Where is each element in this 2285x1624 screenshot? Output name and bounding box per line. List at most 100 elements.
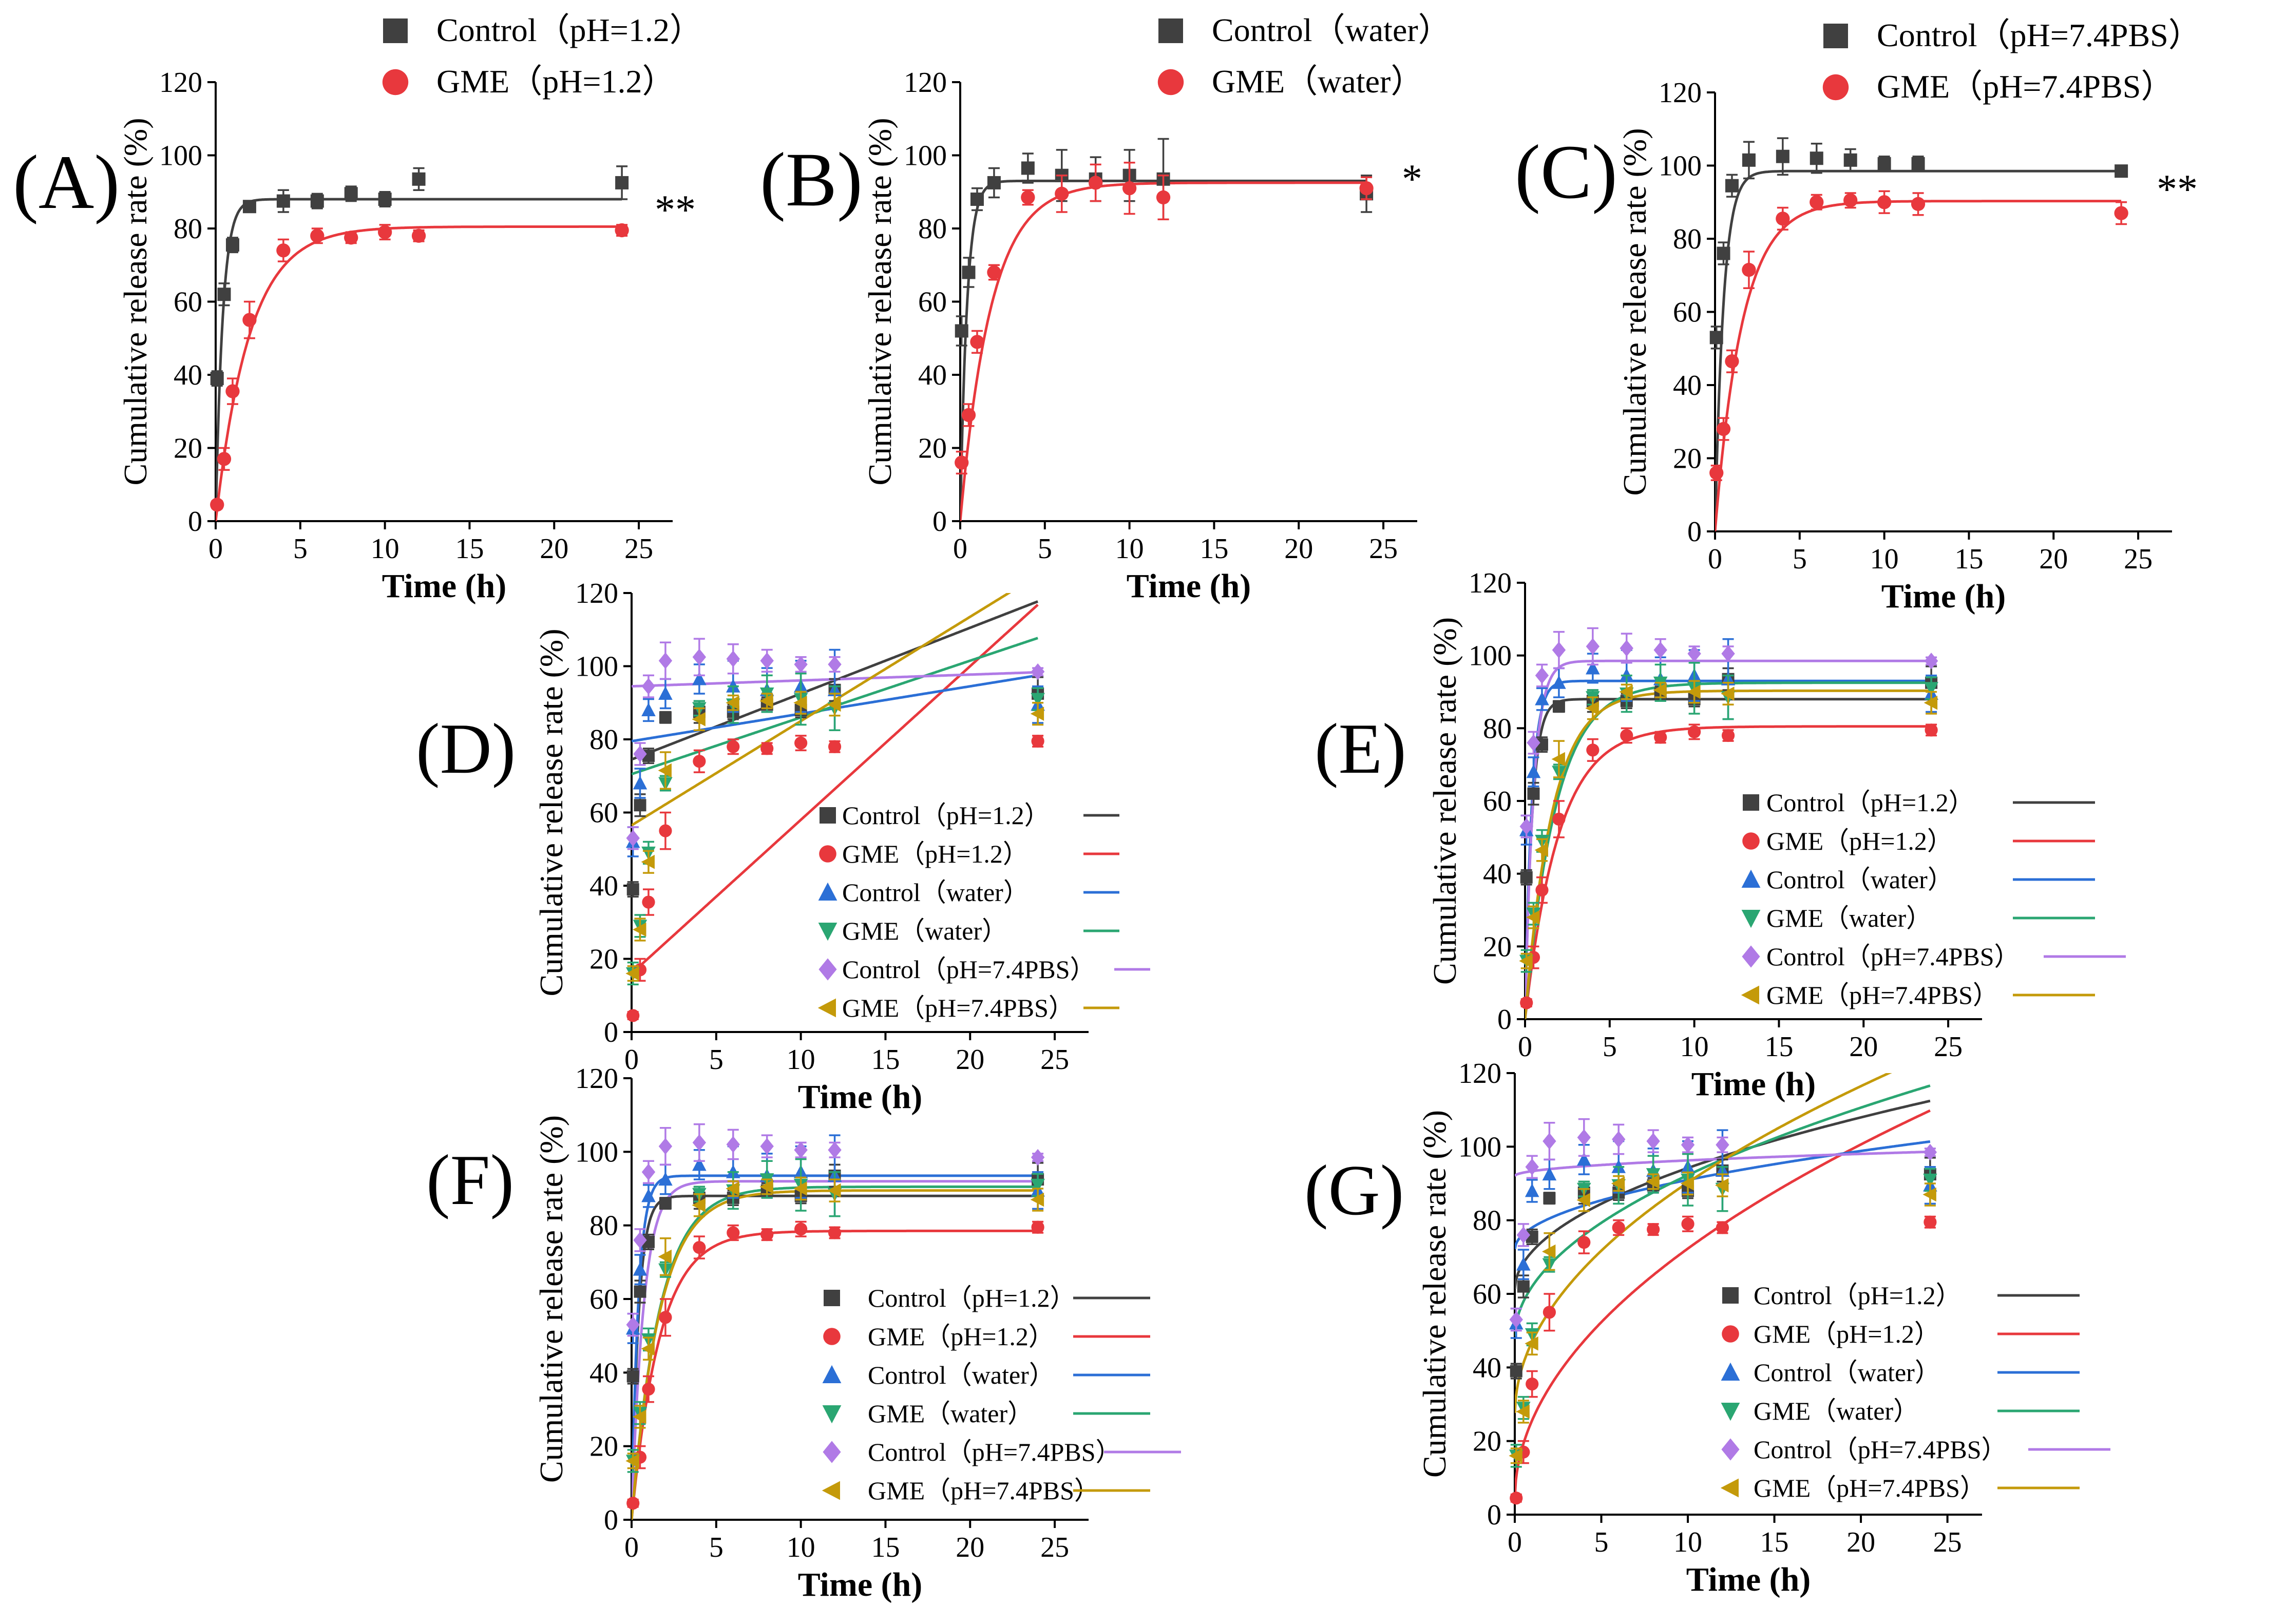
data-point (641, 1163, 656, 1180)
data-point (2115, 164, 2128, 178)
x-tick-label: 25 (1934, 1031, 1963, 1063)
data-point (1810, 195, 1824, 209)
x-tick-label: 5 (1038, 533, 1052, 565)
y-tick-label: 40 (1483, 858, 1512, 890)
legend-marker (1742, 945, 1760, 968)
data-point (970, 193, 984, 206)
legend-marker (823, 1328, 841, 1345)
legend-marker (822, 1481, 840, 1500)
y-tick-label: 0 (1687, 516, 1702, 548)
data-point (658, 763, 672, 778)
data-point (1031, 663, 1045, 680)
data-point (1542, 1167, 1557, 1181)
y-tick-label: 100 (904, 140, 947, 172)
legend-label: GME（pH=7.4PBS） (868, 1476, 1100, 1505)
data-point (827, 1183, 841, 1198)
data-point (1923, 1173, 1937, 1188)
data-point (217, 288, 231, 301)
legend-label: Control（water） (1212, 12, 1451, 48)
data-series (626, 734, 1044, 1022)
y-tick-label: 40 (589, 1357, 618, 1389)
data-point (1924, 682, 1938, 696)
x-axis-title: Time (h) (1691, 1065, 1816, 1103)
data-point (1552, 641, 1566, 659)
data-point (962, 265, 976, 279)
data-point (1122, 181, 1137, 196)
data-point (828, 1141, 842, 1158)
data-point (276, 243, 291, 258)
data-point (1509, 1448, 1522, 1463)
data-point (1924, 653, 1938, 670)
legend-marker (824, 1290, 840, 1306)
data-point (1516, 1227, 1531, 1244)
legend-marker (1741, 869, 1761, 888)
legend-marker (820, 807, 836, 824)
data-point (693, 1241, 706, 1254)
y-tick-label: 80 (174, 213, 202, 245)
data-point (225, 238, 239, 252)
y-tick-label: 0 (188, 506, 202, 538)
data-point (1654, 731, 1667, 744)
data-point (641, 1188, 656, 1202)
y-tick-label: 20 (1473, 1426, 1501, 1458)
data-point (828, 1226, 842, 1239)
y-tick-label: 20 (589, 944, 618, 976)
legend-marker (817, 998, 836, 1018)
y-tick-label: 100 (575, 651, 618, 683)
data-point (310, 194, 324, 208)
data-point (1577, 1129, 1591, 1146)
legend-marker (823, 1441, 841, 1463)
data-point (1089, 176, 1103, 190)
x-tick-label: 15 (455, 533, 484, 565)
data-point (659, 824, 672, 837)
data-point (1055, 186, 1069, 201)
data-point (626, 1370, 639, 1383)
data-point (1647, 1222, 1660, 1236)
data-point (794, 1222, 808, 1236)
chart-panel: 0 20 40 60 80 100 120 0 5 10 15 20 25 Time (h) Cumulat… (13, 12, 702, 605)
data-point (412, 172, 426, 186)
data-point (1031, 1220, 1044, 1234)
data-point (1525, 1336, 1538, 1351)
x-tick-label: 25 (2124, 543, 2153, 575)
x-tick-label: 25 (624, 533, 653, 565)
data-point (1716, 422, 1731, 436)
fit-curves (1515, 1073, 1931, 1498)
fit-curve (216, 225, 622, 521)
legend: Control（pH=1.2） GME（pH=1.2） Control（water）… (817, 801, 1150, 1022)
data-point (1585, 701, 1599, 716)
legend-label: Control（pH=7.4PBS） (1766, 942, 2020, 971)
x-tick-label: 25 (1040, 1044, 1069, 1076)
legend-marker (1741, 910, 1761, 928)
legend-marker (1720, 1478, 1739, 1498)
data-series (1709, 137, 2128, 350)
x-axis-title: Time (h) (382, 567, 507, 605)
data-point (641, 702, 656, 716)
legend-label: GME（pH=1.2） (1754, 1320, 1940, 1348)
legend-label: Control（pH=7.4PBS） (868, 1438, 1121, 1466)
data-point (615, 223, 629, 238)
data-point (658, 1249, 672, 1264)
y-tick-label: 100 (1659, 150, 1702, 182)
x-tick-label: 5 (1594, 1526, 1609, 1558)
y-axis-title: Cumulative release rate (%) (533, 1115, 569, 1483)
y-tick-label: 100 (1458, 1131, 1501, 1163)
x-tick-label: 15 (1760, 1526, 1789, 1558)
data-point (759, 1179, 773, 1194)
legend-marker (1742, 832, 1760, 850)
data-point (1542, 1244, 1556, 1259)
x-axis-title: Time (h) (798, 1566, 923, 1603)
data-point (1924, 1215, 1937, 1229)
y-tick-label: 120 (1659, 77, 1702, 109)
x-tick-label: 5 (1793, 543, 1807, 575)
fit-curve (960, 179, 1367, 521)
data-point (1516, 1404, 1530, 1419)
legend-marker (822, 1365, 842, 1383)
chart-panel: 0 20 40 60 80 100 120 0 5 10 15 20 25 Time (h) Cumulat… (426, 1063, 1181, 1603)
legend-label: Control（pH=1.2） (1754, 1281, 1962, 1310)
y-tick-label: 0 (1497, 1004, 1512, 1036)
y-tick-label: 0 (604, 1017, 618, 1048)
data-point (1535, 692, 1549, 705)
legend: Control（pH=1.2） GME（pH=1.2） (382, 12, 702, 100)
y-tick-label: 0 (932, 506, 947, 538)
